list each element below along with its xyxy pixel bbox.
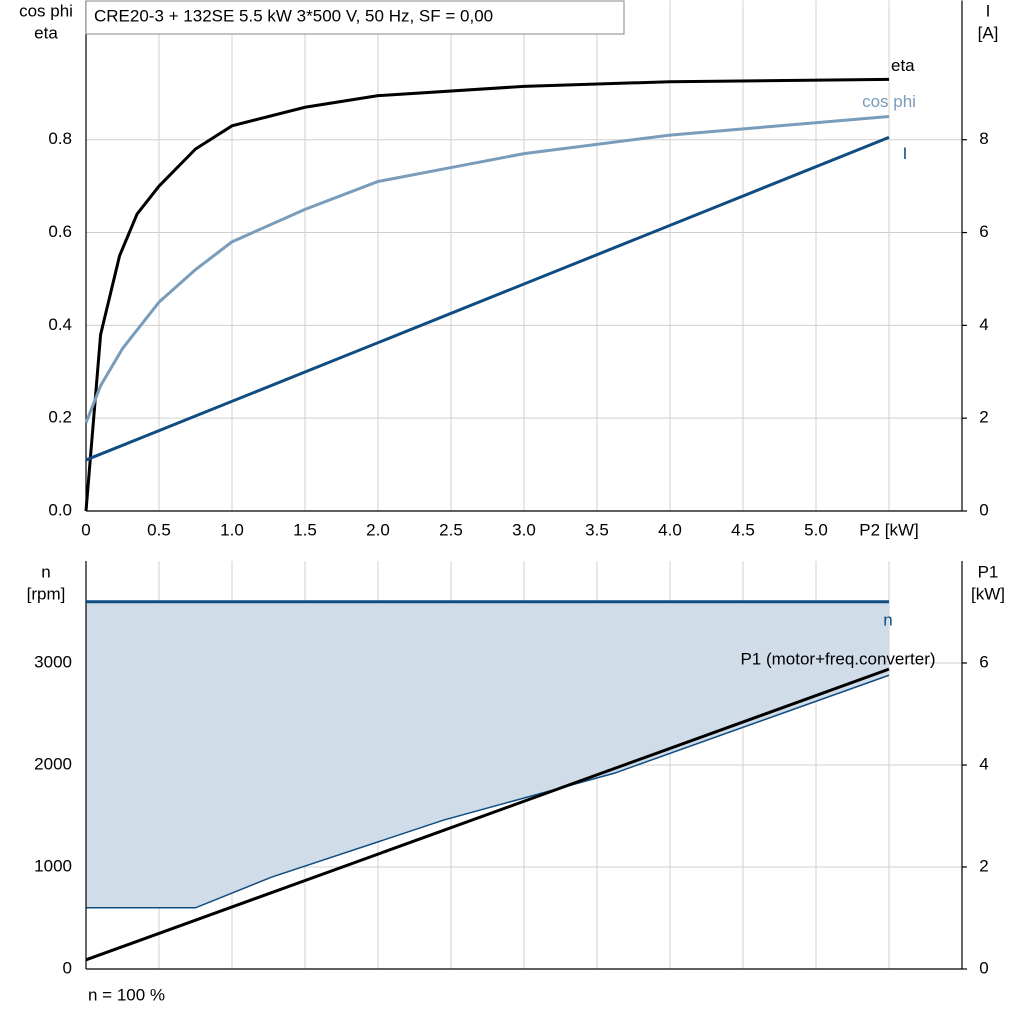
x-tick-label: 0 xyxy=(81,520,90,539)
x-tick-label: 5.0 xyxy=(804,520,828,539)
y2-tick-label: 4 xyxy=(979,315,988,334)
x-tick-label: 4.5 xyxy=(731,520,755,539)
annotation: n = 100 % xyxy=(88,985,165,1004)
x-tick-label: 1.5 xyxy=(293,520,317,539)
y-tick-label: 0.8 xyxy=(48,129,72,148)
series-label: I xyxy=(903,144,908,163)
y-axis-label: n xyxy=(41,562,50,581)
y2-tick-label: 0 xyxy=(979,958,988,977)
x-tick-label: 0.5 xyxy=(147,520,171,539)
y-tick-label: 0.2 xyxy=(48,408,72,427)
y2-tick-label: 8 xyxy=(979,129,988,148)
y2-tick-label: 2 xyxy=(979,408,988,427)
y2-tick-label: 6 xyxy=(979,222,988,241)
x-tick-label: 2.5 xyxy=(439,520,463,539)
y2-tick-label: 4 xyxy=(979,754,988,773)
title-box xyxy=(85,0,625,35)
x-tick-label: 2.0 xyxy=(366,520,390,539)
y2-axis-label: I xyxy=(986,1,991,20)
y-tick-label: 0.0 xyxy=(48,500,72,519)
series-line xyxy=(85,667,890,962)
y-tick-label: 0.4 xyxy=(48,315,72,334)
series-line xyxy=(84,77,890,512)
series-line xyxy=(84,115,890,424)
x-tick-label: 4.0 xyxy=(658,520,682,539)
y2-tick-label: 0 xyxy=(979,500,988,519)
y-tick-label: 0 xyxy=(63,958,72,977)
series-label: cos phi xyxy=(862,92,916,111)
y2-axis-label: [kW] xyxy=(971,584,1005,603)
x-tick-label: 3.5 xyxy=(585,520,609,539)
y-tick-label: 2000 xyxy=(34,754,72,773)
y-tick-label: 3000 xyxy=(34,652,72,671)
min-speed-line xyxy=(86,674,890,909)
y-axis-label: eta xyxy=(34,23,58,42)
chart-title: CRE20-3 + 132SE 5.5 kW 3*500 V, 50 Hz, S… xyxy=(94,6,493,25)
y2-axis-label: [A] xyxy=(978,23,999,42)
y2-tick-label: 6 xyxy=(979,652,988,671)
y2-tick-label: 2 xyxy=(979,856,988,875)
y-axis-label: [rpm] xyxy=(27,584,66,603)
y2-axis-label: P1 xyxy=(978,562,999,581)
series-label: n xyxy=(883,610,892,629)
x-tick-label: 3.0 xyxy=(512,520,536,539)
x-tick-label: P2 [kW] xyxy=(859,520,919,539)
y-tick-label: 1000 xyxy=(34,856,72,875)
operating-area xyxy=(86,601,889,908)
y-axis-label: cos phi xyxy=(19,1,73,20)
series-line xyxy=(85,136,890,462)
series-label: P1 (motor+freq.converter) xyxy=(740,650,935,669)
series-label: eta xyxy=(891,56,915,75)
x-tick-label: 1.0 xyxy=(220,520,244,539)
y-tick-label: 0.6 xyxy=(48,222,72,241)
